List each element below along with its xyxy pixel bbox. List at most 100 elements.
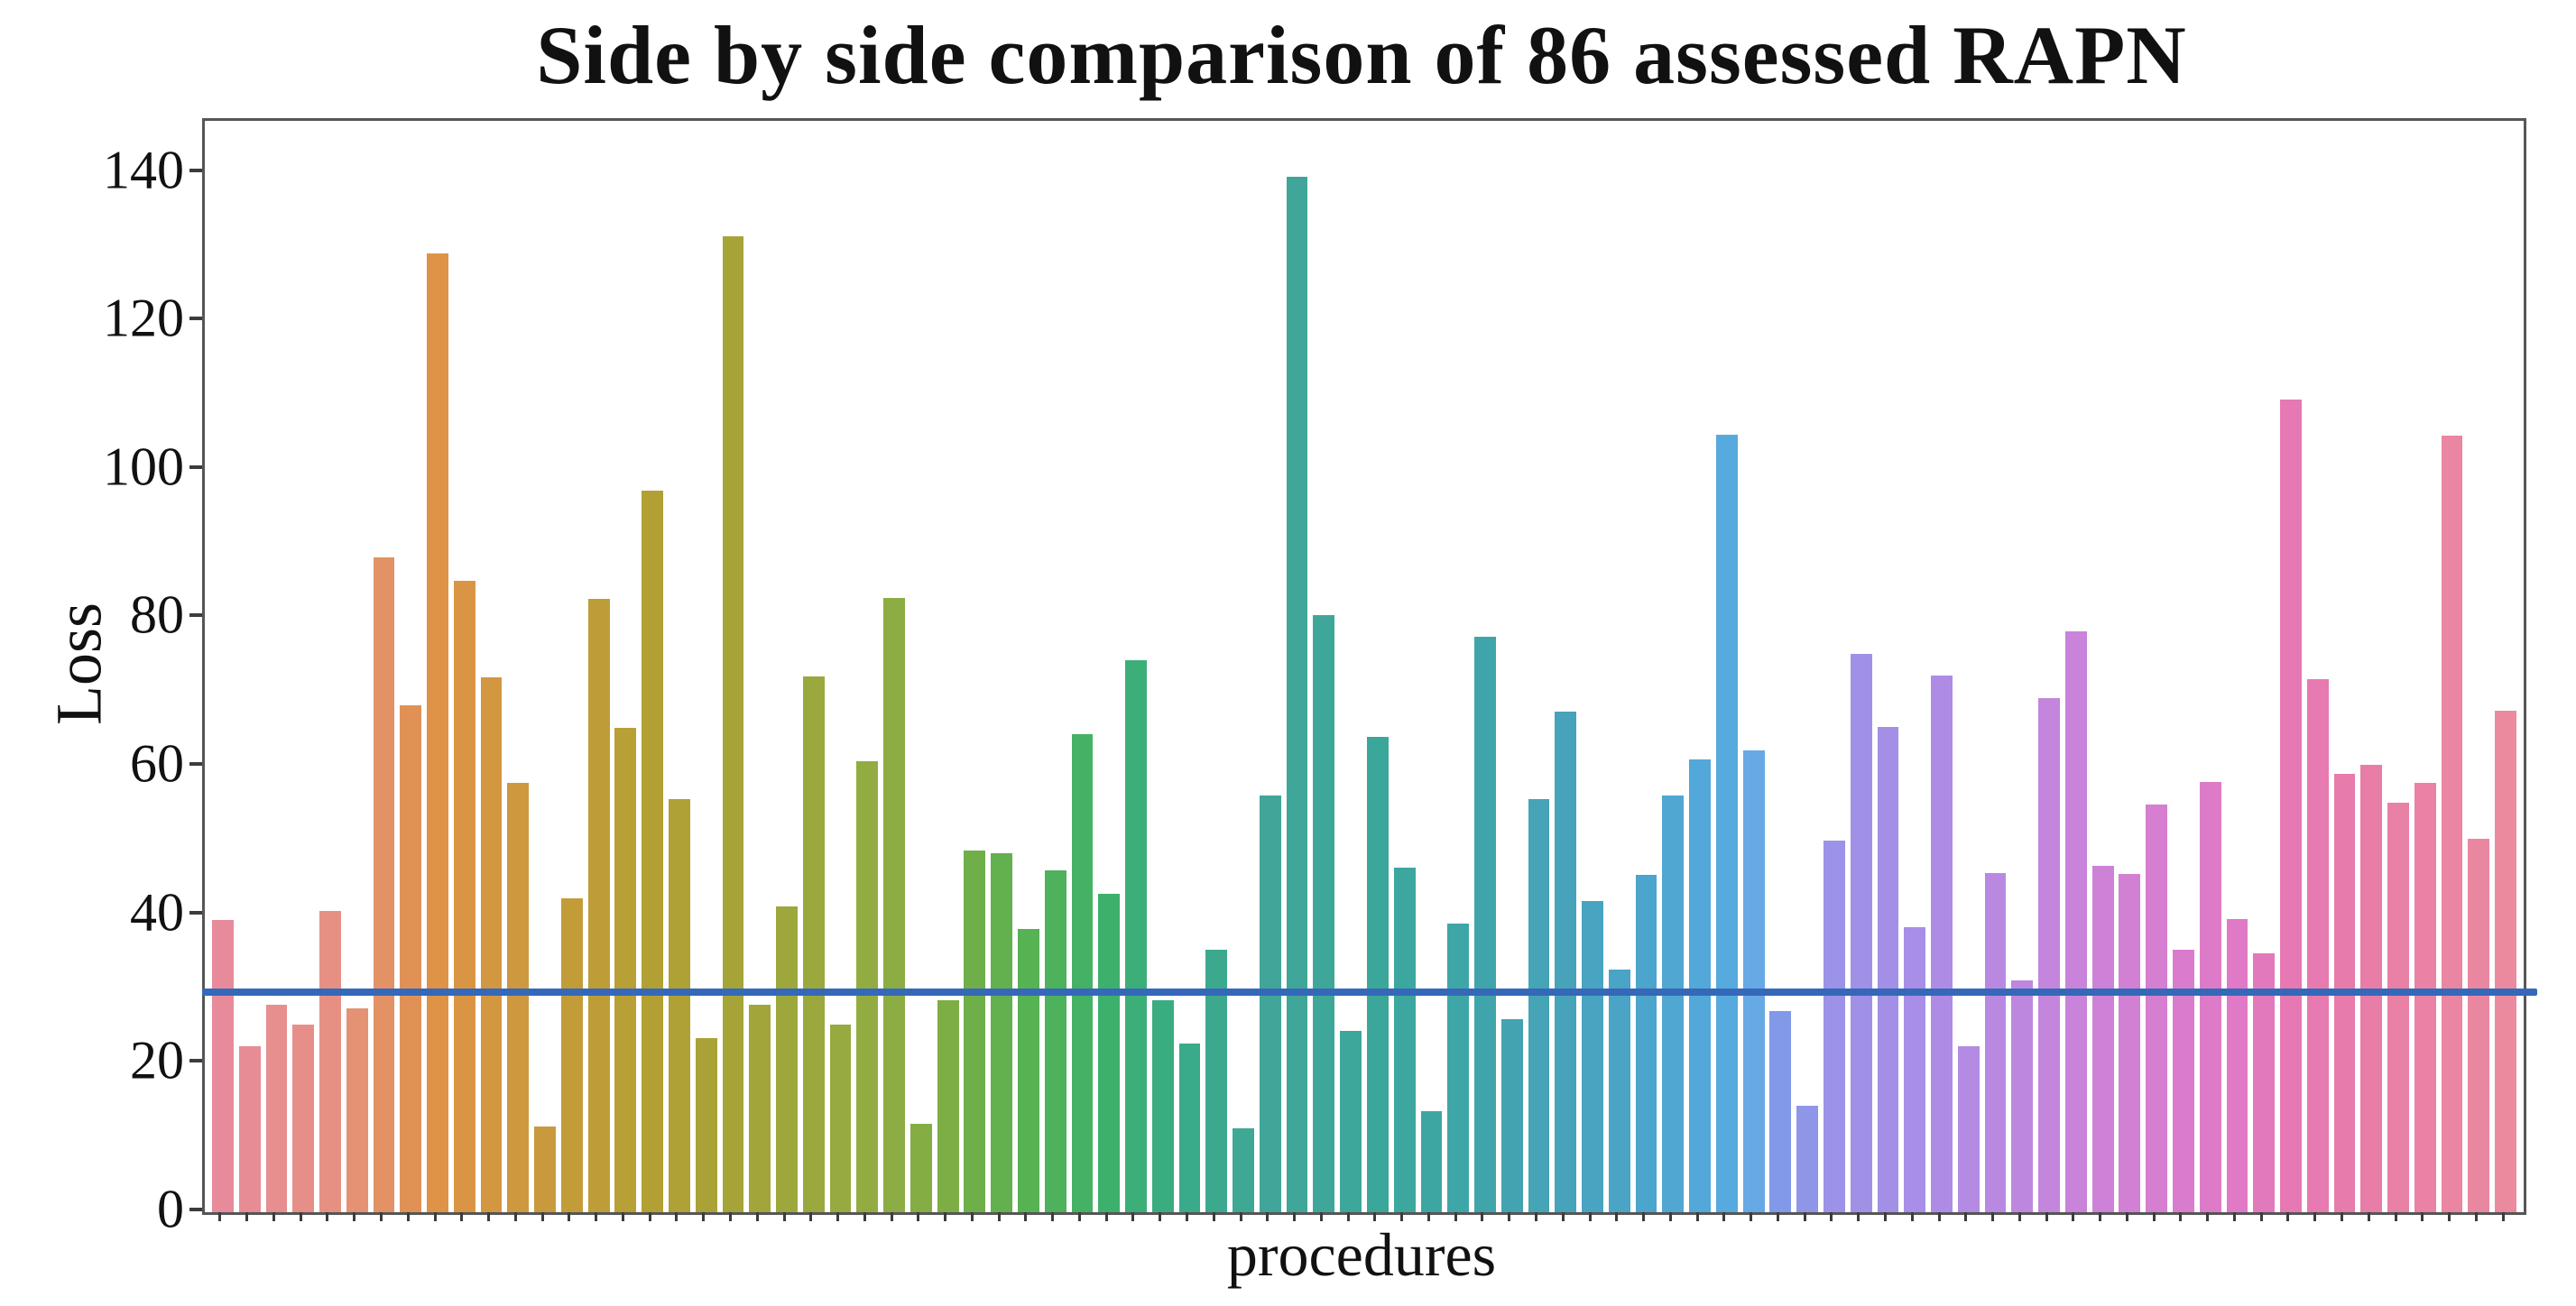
x-tick-mark [1454, 1212, 1457, 1221]
x-tick-mark [2367, 1212, 2370, 1221]
x-tick-mark [513, 1212, 517, 1221]
bar [1233, 1128, 1254, 1212]
bar [1582, 901, 1603, 1212]
x-tick-mark [1131, 1212, 1135, 1221]
y-tick-mark [189, 317, 202, 321]
bar [2119, 873, 2141, 1212]
bar [829, 1024, 852, 1212]
y-tick-label: 20 [130, 1030, 184, 1090]
bar [2011, 980, 2034, 1212]
bar [1635, 875, 1657, 1212]
bar [2226, 918, 2248, 1212]
bar [1313, 615, 1335, 1212]
bar [937, 999, 959, 1212]
x-tick-mark [487, 1212, 491, 1221]
bar [909, 1124, 932, 1212]
x-tick-mark [2099, 1212, 2102, 1221]
bar [587, 599, 610, 1212]
x-tick-mark [2313, 1212, 2317, 1221]
bar [1555, 712, 1577, 1212]
bar [883, 598, 905, 1212]
bar [695, 1037, 717, 1212]
x-tick-mark [1346, 1212, 1350, 1221]
y-tick-label: 0 [157, 1179, 184, 1239]
x-tick-mark [1373, 1212, 1377, 1221]
x-tick-mark [2341, 1212, 2343, 1221]
x-tick-mark [890, 1212, 893, 1221]
x-tick-mark [1615, 1212, 1619, 1221]
x-tick-mark [568, 1212, 571, 1221]
bar [480, 677, 503, 1212]
x-tick-mark [970, 1212, 974, 1221]
y-tick-mark [189, 762, 202, 767]
x-tick-mark [1588, 1212, 1592, 1221]
x-tick-mark [1642, 1212, 1646, 1221]
x-tick-mark [2045, 1212, 2048, 1221]
bar [1608, 969, 1630, 1212]
bar [1904, 926, 1926, 1212]
bar [427, 253, 448, 1212]
bar [1286, 176, 1308, 1212]
x-tick-mark [2474, 1212, 2478, 1221]
y-tick-label: 60 [130, 733, 184, 794]
x-tick-mark [836, 1212, 840, 1221]
bar [2495, 710, 2517, 1212]
bar [1340, 1031, 1362, 1212]
x-tick-mark [1266, 1212, 1270, 1221]
x-tick-mark [997, 1212, 1001, 1221]
y-tick-label: 100 [103, 437, 184, 497]
x-tick-mark [728, 1212, 732, 1221]
reference-line [202, 988, 2537, 996]
bar [1742, 750, 1765, 1212]
x-tick-mark [648, 1212, 651, 1221]
x-tick-mark [2394, 1212, 2397, 1221]
bar [1931, 675, 1953, 1212]
bar [2038, 698, 2060, 1212]
bar [2468, 838, 2490, 1212]
x-tick-mark [2286, 1212, 2290, 1221]
y-tick-mark [189, 1208, 202, 1211]
bar [1474, 637, 1496, 1212]
bar [400, 704, 422, 1212]
bar [749, 1005, 771, 1212]
x-tick-mark [1508, 1212, 1511, 1221]
x-tick-mark [540, 1212, 544, 1221]
x-tick-mark [1991, 1212, 1995, 1221]
x-axis-label: procedures [1226, 1220, 1497, 1289]
x-tick-mark [218, 1212, 222, 1221]
bar [642, 490, 664, 1212]
x-tick-mark [1051, 1212, 1055, 1221]
x-tick-mark [2152, 1212, 2156, 1221]
x-tick-mark [2179, 1212, 2183, 1221]
bar [1178, 1044, 1201, 1212]
bar [453, 580, 475, 1212]
bar [238, 1046, 261, 1212]
x-tick-mark [782, 1212, 786, 1221]
y-tick-label: 40 [130, 882, 184, 943]
y-tick-mark [189, 168, 202, 172]
x-tick-mark [702, 1212, 706, 1221]
x-tick-mark [1830, 1212, 1833, 1221]
x-tick-mark [1883, 1212, 1887, 1221]
bar [722, 236, 744, 1212]
x-tick-mark [1400, 1212, 1404, 1221]
x-tick-mark [1212, 1212, 1215, 1221]
y-tick-label: 120 [103, 288, 184, 348]
x-tick-mark [1857, 1212, 1860, 1221]
bar [319, 910, 341, 1212]
x-tick-mark [2448, 1212, 2451, 1221]
bar [346, 1007, 368, 1212]
bar [1689, 759, 1711, 1212]
chart-title: Side by side comparison of 86 assessed R… [536, 9, 2187, 101]
bar [2064, 631, 2087, 1212]
bar [1447, 923, 1470, 1212]
y-tick-mark [189, 464, 202, 469]
x-tick-mark [917, 1212, 920, 1221]
x-tick-mark [675, 1212, 679, 1221]
bar [2253, 952, 2276, 1212]
x-tick-mark [863, 1212, 866, 1221]
x-tick-mark [1910, 1212, 1914, 1221]
bar [211, 919, 234, 1212]
x-tick-mark [2125, 1212, 2128, 1221]
